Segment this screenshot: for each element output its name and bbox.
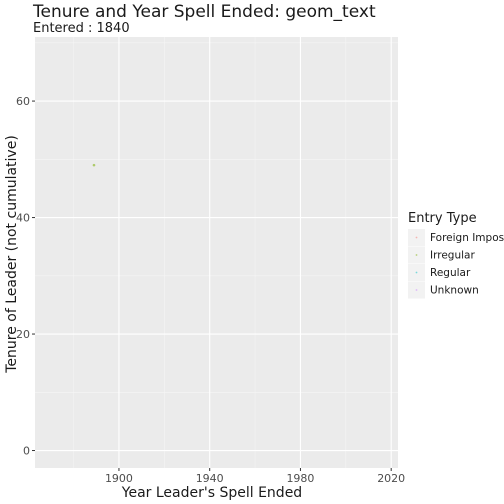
axis-ticks: 1900 1940 1980 2020 0 20 40 60 [16, 95, 405, 485]
legend-label: Unknown [430, 285, 479, 297]
chart-subtitle: Entered : 1840 [33, 21, 130, 36]
legend-label: Regular [430, 267, 471, 279]
legend-key-glyph [415, 289, 418, 291]
x-tick-label: 1940 [196, 472, 224, 485]
y-axis-title: Tenure of Leader (not cumulative) [4, 135, 20, 374]
legend-key-glyph [415, 254, 418, 256]
y-tick-label: 0 [23, 445, 30, 458]
grid [35, 37, 398, 468]
plot-panel [35, 37, 398, 468]
legend: Entry Type Foreign Imposi Irregular Regula… [408, 211, 504, 299]
legend-key-glyph [415, 236, 418, 239]
x-tick-label: 1980 [286, 472, 314, 485]
legend-label: Foreign Imposi [430, 232, 504, 244]
y-tick-label: 40 [16, 212, 30, 225]
data-point [92, 163, 96, 167]
legend-key-glyph [415, 271, 418, 274]
y-tick-label: 20 [16, 328, 30, 341]
x-axis-title: Year Leader's Spell Ended [121, 485, 302, 501]
chart-title: Tenure and Year Spell Ended: geom_text [32, 2, 376, 22]
legend-title: Entry Type [408, 211, 477, 226]
legend-label: Irregular [430, 250, 475, 262]
y-tick-label: 60 [16, 95, 30, 108]
data-points [92, 163, 96, 167]
plot-background [35, 37, 398, 468]
x-tick-label: 2020 [377, 472, 405, 485]
x-tick-label: 1900 [105, 472, 133, 485]
